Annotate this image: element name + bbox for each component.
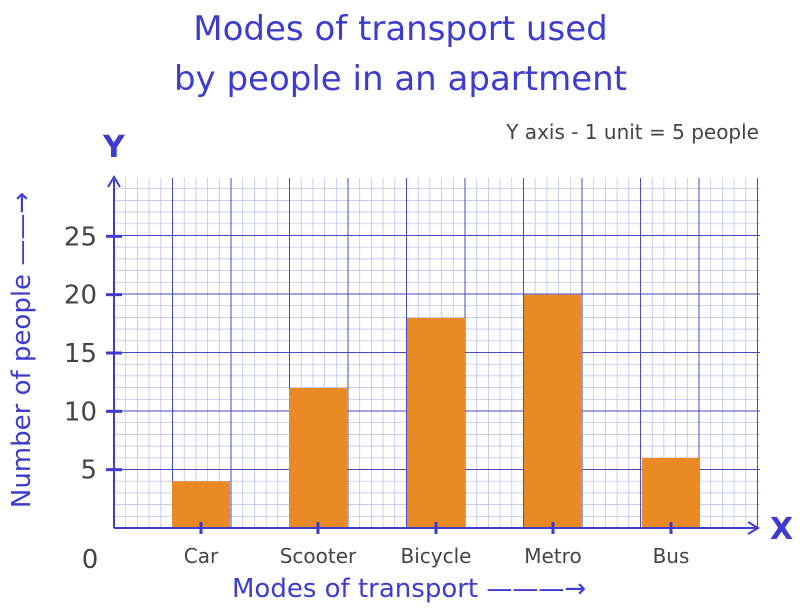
- scale-note: Y axis - 1 unit = 5 people: [506, 120, 759, 144]
- axes: [106, 175, 760, 535]
- x-tick-label: Scooter: [280, 544, 357, 568]
- chart-title: Modes of transport used by people in an …: [0, 4, 801, 104]
- y-tick-label: 15: [64, 339, 97, 369]
- tick-labels: Car Scooter Bicycle Metro Bus 5 10 15 20 25 0: [64, 222, 690, 575]
- x-tick-label: Bicycle: [401, 544, 472, 568]
- bar-car: [172, 481, 230, 528]
- y-axis-letter: Y: [103, 130, 125, 165]
- x-axis-letter: X: [770, 512, 794, 547]
- x-tick-label: Bus: [653, 544, 690, 568]
- bar-metro: [524, 294, 582, 528]
- y-tick-label: 25: [64, 222, 97, 252]
- origin-label: 0: [82, 545, 99, 575]
- chart-title-line-2: by people in an apartment: [173, 59, 628, 99]
- chart-title-line-1: Modes of transport used: [193, 9, 608, 49]
- x-tick-label: Car: [184, 544, 219, 568]
- x-axis-label-arrow: ———→: [486, 574, 587, 604]
- bars: [172, 294, 700, 528]
- x-tick-label: Metro: [524, 544, 581, 568]
- x-axis-arrowhead: [747, 521, 760, 535]
- y-axis-arrowhead: [107, 175, 121, 188]
- x-axis-label: Modes of transport ———→: [232, 574, 586, 604]
- y-tick-label: 5: [80, 456, 97, 486]
- bar-bus: [642, 458, 700, 528]
- bar-bicycle: [407, 318, 465, 528]
- y-tick-label: 10: [64, 397, 97, 427]
- y-tick-label: 20: [64, 281, 97, 311]
- x-axis-label-text: Modes of transport: [232, 574, 479, 604]
- bar-scooter: [289, 388, 347, 528]
